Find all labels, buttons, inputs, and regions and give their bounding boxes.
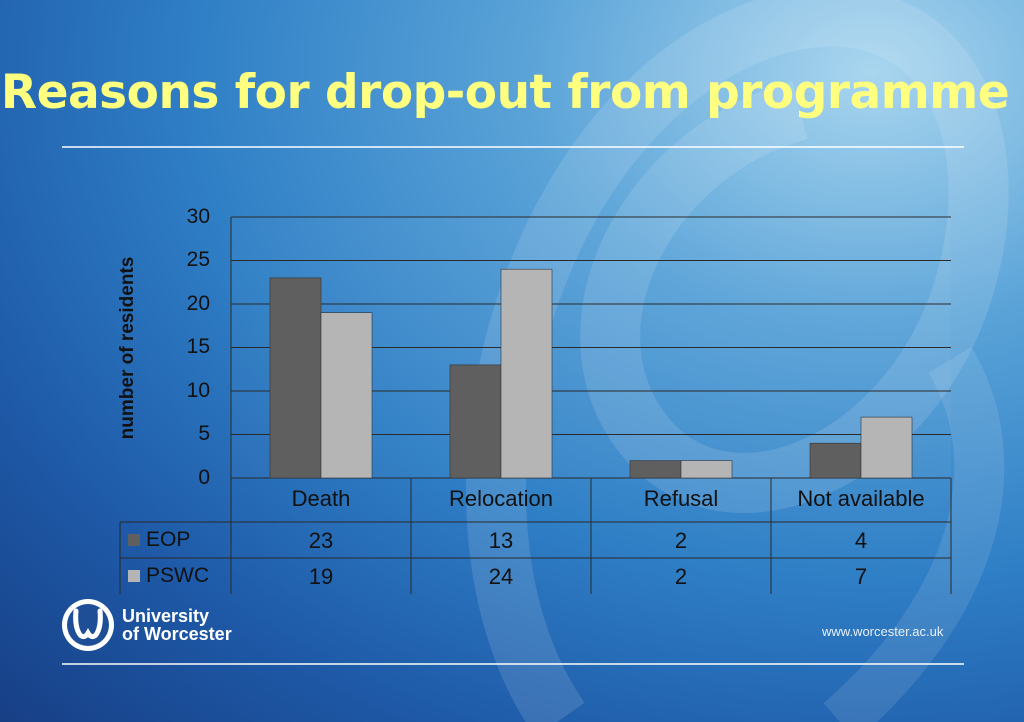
category-label: Relocation — [449, 486, 553, 511]
table-cell: 24 — [488, 564, 514, 589]
legend-entry-eop: EOP — [120, 528, 230, 552]
logo-emblem-icon — [62, 599, 114, 651]
bar-pswc — [680, 460, 733, 479]
category-label: Refusal — [643, 486, 719, 511]
logo-line-1: University — [122, 606, 210, 626]
legend-swatch — [128, 570, 140, 582]
y-tick-label: 30 — [186, 205, 210, 228]
y-tick-label: 0 — [198, 466, 210, 489]
university-logo[interactable]: University of Worcester — [60, 597, 232, 653]
y-tick-label: 5 — [198, 422, 210, 445]
y-tick-label: 20 — [186, 292, 210, 315]
table-cell: 2 — [674, 528, 688, 553]
table-cell: 7 — [854, 564, 868, 589]
bar-eop — [449, 364, 502, 479]
legend-label: EOP — [146, 528, 191, 551]
category-label: Death — [291, 486, 351, 511]
bar-eop — [809, 442, 862, 479]
logo-line-2: of Worcester — [122, 624, 232, 644]
table-cell: 13 — [488, 528, 514, 553]
footer-divider — [62, 663, 964, 665]
table-cell: 2 — [674, 564, 688, 589]
bar-pswc — [860, 416, 913, 479]
bar-eop — [629, 460, 682, 479]
y-tick-label: 15 — [186, 335, 210, 358]
title-divider — [62, 146, 964, 148]
bar-pswc — [320, 312, 373, 479]
slide-title: Reasons for drop-out from programme — [0, 65, 1010, 120]
table-cell: 4 — [854, 528, 868, 553]
bar-eop — [269, 277, 322, 479]
bar-pswc — [500, 268, 553, 479]
legend-entry-pswc: PSWC — [120, 564, 230, 588]
table-cell: 19 — [308, 564, 334, 589]
y-tick-label: 10 — [186, 379, 210, 402]
footer-url[interactable]: www.worcester.ac.uk — [822, 624, 944, 639]
legend-swatch — [128, 534, 140, 546]
category-label: Not available — [797, 486, 925, 511]
y-tick-label: 25 — [186, 248, 210, 271]
table-cell: 23 — [308, 528, 334, 553]
legend-label: PSWC — [146, 564, 209, 587]
